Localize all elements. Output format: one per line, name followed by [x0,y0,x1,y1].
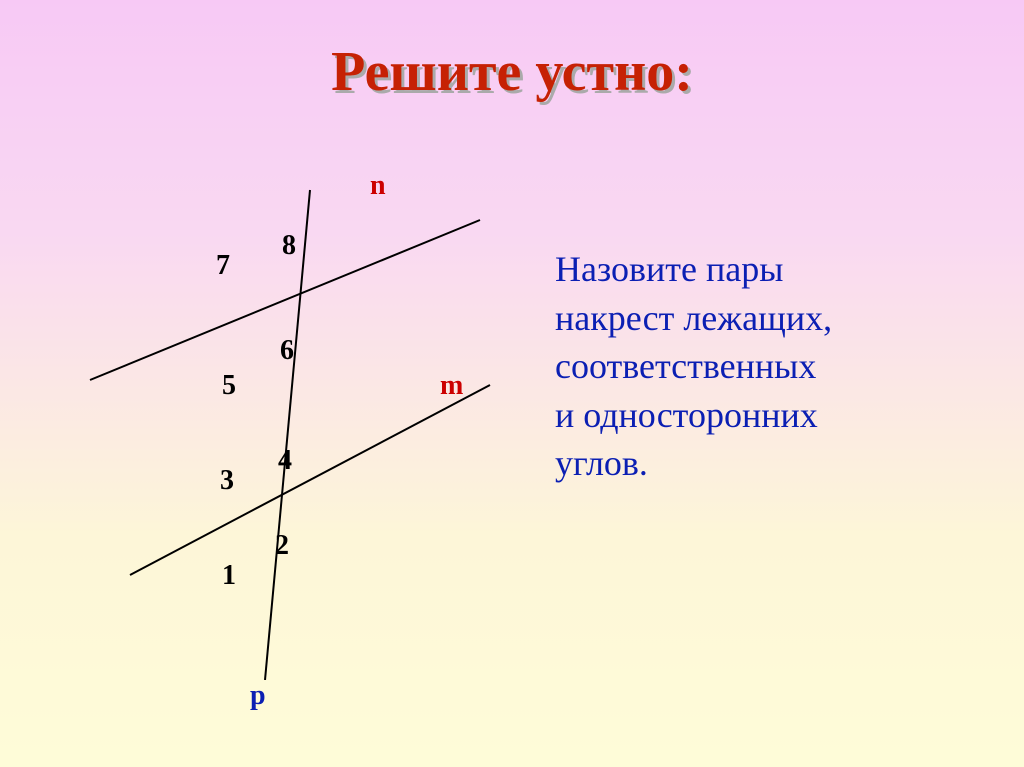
task-line: и односторонних [555,391,832,440]
label-line-n: n [370,170,386,202]
angle-label-5: 5 [222,370,236,402]
task-text: Назовите парынакрест лежащих,соответстве… [555,245,832,488]
task-line: накрест лежащих, [555,294,832,343]
task-line: углов. [555,439,832,488]
angle-label-8: 8 [282,230,296,262]
angle-label-1: 1 [222,560,236,592]
angle-label-7: 7 [216,250,230,282]
line-p-transversal [265,190,310,680]
task-line: соответственных [555,342,832,391]
label-line-p: p [250,680,266,712]
angle-label-4: 4 [278,445,292,477]
line-m [130,385,490,575]
slide-title: Решите устно: Решите устно: [0,40,1024,104]
title-text: Решите устно: [331,41,693,103]
angle-label-3: 3 [220,465,234,497]
label-line-m: m [440,370,463,402]
angle-label-6: 6 [280,335,294,367]
angle-label-2: 2 [275,530,289,562]
task-line: Назовите пары [555,245,832,294]
